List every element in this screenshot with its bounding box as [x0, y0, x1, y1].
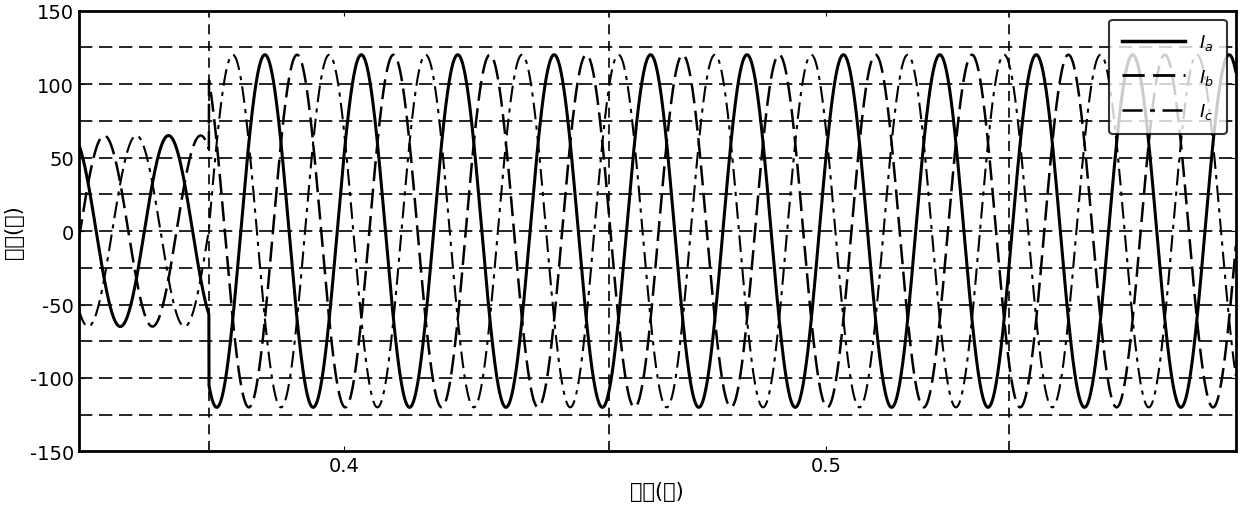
X-axis label: 时间(秒): 时间(秒) — [630, 481, 684, 501]
Legend: $I_a$, $I_b$, $I_c$: $I_a$, $I_b$, $I_c$ — [1109, 21, 1226, 135]
Y-axis label: 电流(安): 电流(安) — [4, 205, 24, 259]
